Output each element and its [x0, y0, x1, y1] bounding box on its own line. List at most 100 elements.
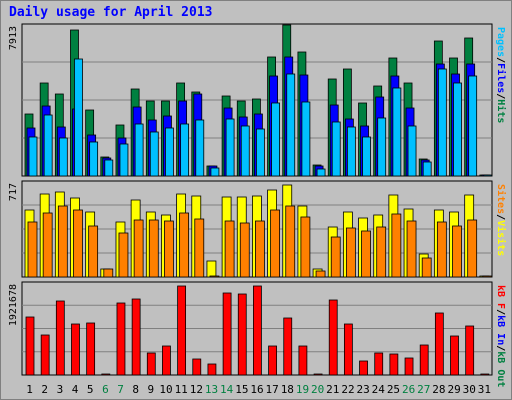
bar-kb-f-3	[55, 300, 65, 376]
x-tick-label-18: 18	[281, 383, 294, 396]
bar-pages-5	[89, 141, 99, 177]
bar-sites-22	[345, 227, 356, 278]
legend-entry: kB F	[495, 285, 506, 309]
bar-pages-12	[195, 119, 205, 177]
bar-pages-19	[301, 101, 311, 177]
y-max-label: 7913	[8, 26, 19, 50]
bar-pages-8	[134, 123, 144, 177]
bar-kb-f-1	[25, 316, 35, 376]
x-tick-label-19: 19	[296, 383, 309, 396]
x-tick-label-16: 16	[250, 383, 263, 396]
bar-sites-16	[255, 220, 265, 278]
bar-kb-f-25	[389, 353, 399, 376]
x-tick-label-1: 1	[26, 383, 33, 396]
bar-sites-13	[209, 275, 220, 278]
legend-entry: Files	[495, 63, 507, 93]
bar-sites-20	[315, 270, 326, 278]
legend-entry: Sites	[495, 184, 507, 214]
bar-sites-12	[194, 218, 205, 278]
bar-kb-f-30	[465, 325, 475, 376]
bar-pages-17	[271, 102, 280, 177]
bar-sites-2	[42, 212, 53, 278]
bar-kb-f-23	[359, 360, 368, 376]
y-max-label: 717	[8, 183, 19, 201]
x-tick-label-8: 8	[132, 383, 139, 396]
bar-sites-4	[73, 209, 83, 278]
bar-kb-f-9	[146, 352, 156, 376]
bar-pages-11	[180, 123, 190, 177]
x-tick-label-5: 5	[87, 383, 94, 396]
x-tick-label-17: 17	[266, 383, 279, 396]
x-tick-label-3: 3	[57, 383, 64, 396]
bar-sites-19	[300, 216, 311, 278]
bar-kb-f-14	[222, 292, 232, 376]
bar-pages-31	[483, 174, 493, 177]
bar-pages-13	[210, 167, 220, 177]
panel-hits-files-pages: 7913 Pages/Files/Hits	[8, 23, 507, 177]
bar-pages-25	[392, 87, 402, 177]
legend: kB F/kB In/kB Out	[495, 285, 506, 387]
bar-pages-1	[28, 136, 38, 177]
bar-sites-18	[285, 205, 296, 278]
bar-sites-9	[148, 219, 159, 278]
x-tick-label-2: 2	[41, 383, 48, 396]
legend-entry: /	[495, 93, 506, 99]
x-tick-label-27: 27	[417, 383, 430, 396]
bar-kb-f-10	[162, 345, 171, 376]
bar-pages-9	[149, 131, 159, 177]
legend-entry: /	[495, 214, 506, 220]
y-max-label: 1921678	[8, 284, 19, 326]
legend-entry: /	[495, 57, 506, 63]
bar-pages-14	[225, 118, 235, 177]
bar-kb-f-7	[116, 302, 126, 376]
bar-kb-f-21	[328, 299, 338, 376]
bar-kb-f-12	[192, 358, 202, 376]
bar-pages-26	[407, 125, 417, 177]
bar-kb-f-11	[177, 285, 187, 376]
x-tick-label-10: 10	[159, 383, 172, 396]
bar-sites-3	[57, 205, 68, 278]
bar-kb-f-26	[404, 357, 414, 376]
bar-kb-f-4	[71, 323, 80, 376]
bar-pages-4	[74, 58, 83, 177]
legend-entry: kB Out	[495, 351, 506, 387]
bar-sites-6	[103, 268, 114, 278]
bar-kb-f-13	[207, 363, 217, 376]
x-tick-label-23: 23	[357, 383, 370, 396]
x-tick-label-13: 13	[205, 383, 218, 396]
bar-sites-11	[179, 212, 190, 278]
bar-sites-15	[239, 222, 250, 278]
legend-entry: /	[495, 309, 506, 315]
x-tick-label-7: 7	[117, 383, 124, 396]
x-tick-label-12: 12	[190, 383, 203, 396]
bar-kb-f-27	[419, 344, 429, 376]
bar-kb-f-8	[131, 298, 141, 376]
bar-sites-5	[88, 225, 99, 278]
x-tick-label-28: 28	[432, 383, 445, 396]
bar-pages-10	[165, 127, 174, 177]
bar-sites-31	[482, 275, 493, 278]
x-tick-label-26: 26	[402, 383, 415, 396]
bar-sites-7	[118, 232, 129, 278]
x-tick-label-9: 9	[148, 383, 155, 396]
legend-entry: Hits	[495, 99, 507, 123]
x-tick-label-31: 31	[478, 383, 491, 396]
bar-kb-f-22	[343, 323, 353, 376]
x-tick-label-21: 21	[326, 383, 339, 396]
bar-pages-24	[377, 117, 387, 177]
legend: Pages/Files/Hits	[495, 27, 507, 123]
bar-sites-24	[376, 226, 387, 278]
legend-entry: Visits	[495, 220, 507, 256]
bar-sites-26	[406, 220, 417, 278]
panel-visits-sites: 717 Sites/Visits	[8, 180, 507, 278]
bar-visits-13	[206, 260, 217, 278]
bar-sites-21	[330, 236, 341, 278]
bar-kb-f-24	[374, 352, 384, 376]
x-tick-label-14: 14	[220, 383, 234, 396]
bar-sites-14	[224, 220, 235, 278]
bar-sites-25	[391, 213, 402, 278]
bar-pages-30	[468, 75, 478, 177]
bar-pages-18	[286, 73, 296, 177]
bar-pages-7	[119, 143, 129, 177]
